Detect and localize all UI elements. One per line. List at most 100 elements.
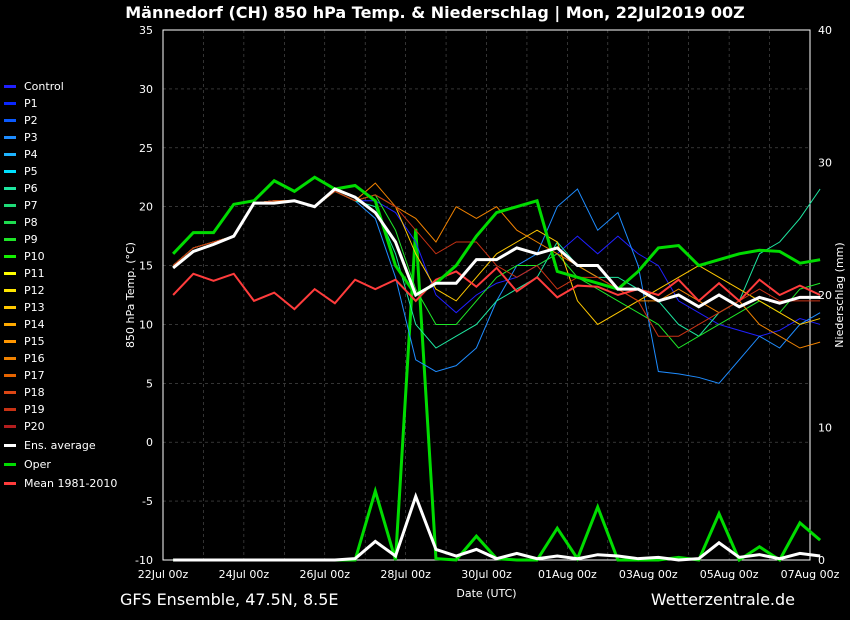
legend-item: Mean 1981-2010 <box>4 475 117 492</box>
legend-item: P16 <box>4 350 117 367</box>
legend-swatch <box>4 463 16 466</box>
legend-label: P10 <box>24 250 45 263</box>
legend-item: P4 <box>4 146 117 163</box>
legend-item: P17 <box>4 367 117 384</box>
legend-item: Ens. average <box>4 437 117 454</box>
legend: Control P1 P2 P3 P4 P5 P6 P7 P8 P9 P10 P11 P12 P13 P14… <box>4 78 117 492</box>
x-tick-label: 26Jul 00z <box>299 568 350 581</box>
legend-item: P8 <box>4 214 117 231</box>
legend-swatch <box>4 391 16 394</box>
legend-item: P14 <box>4 316 117 333</box>
legend-label: P7 <box>24 199 38 212</box>
y-tick-label: -5 <box>142 495 153 508</box>
legend-swatch <box>4 221 16 224</box>
x-tick-label: 01Aug 00z <box>538 568 597 581</box>
legend-label: Oper <box>24 458 51 471</box>
legend-swatch <box>4 374 16 377</box>
legend-label: P17 <box>24 369 45 382</box>
y-tick-label: 20 <box>139 201 153 214</box>
legend-swatch <box>4 170 16 173</box>
legend-label: P19 <box>24 403 45 416</box>
legend-item: Control <box>4 78 117 95</box>
legend-swatch <box>4 306 16 309</box>
model-info: GFS Ensemble, 47.5N, 8.5E <box>120 590 339 609</box>
legend-label: P14 <box>24 318 45 331</box>
y-tick-label: 35 <box>139 24 153 37</box>
precip-line-ens-average <box>173 491 821 562</box>
legend-item: P2 <box>4 112 117 129</box>
temp-line-mean-1981-2010 <box>172 266 821 311</box>
legend-item: P10 <box>4 248 117 265</box>
temp-line-ens-average <box>172 187 821 309</box>
legend-item: Oper <box>4 456 117 473</box>
legend-label: P8 <box>24 216 38 229</box>
legend-swatch <box>4 323 16 326</box>
y2-tick-label: 20 <box>818 289 832 302</box>
legend-item: P19 <box>4 401 117 418</box>
legend-swatch <box>4 136 16 139</box>
legend-item: P6 <box>4 180 117 197</box>
legend-label: P5 <box>24 165 38 178</box>
legend-item: P11 <box>4 265 117 282</box>
legend-label: Control <box>24 80 64 93</box>
legend-swatch <box>4 119 16 122</box>
legend-item: P13 <box>4 299 117 316</box>
legend-label: P6 <box>24 182 38 195</box>
legend-swatch <box>4 425 16 428</box>
legend-item: P7 <box>4 197 117 214</box>
source-credit: Wetterzentrale.de <box>650 590 795 609</box>
legend-item: P5 <box>4 163 117 180</box>
legend-swatch <box>4 482 16 485</box>
y2-tick-label: 40 <box>818 24 832 37</box>
temp-line-oper <box>172 175 821 297</box>
legend-item: P15 <box>4 333 117 350</box>
legend-label: P4 <box>24 148 38 161</box>
legend-label: P13 <box>24 301 45 314</box>
legend-swatch <box>4 340 16 343</box>
y-tick-label: 15 <box>139 260 153 273</box>
plot-frame <box>162 29 811 561</box>
y2-tick-label: 30 <box>818 157 832 170</box>
legend-swatch <box>4 255 16 258</box>
y-tick-label: 0 <box>146 436 153 449</box>
legend-swatch <box>4 85 16 88</box>
legend-swatch <box>4 289 16 292</box>
legend-item: P12 <box>4 282 117 299</box>
y-tick-label: 10 <box>139 318 153 331</box>
legend-item: P18 <box>4 384 117 401</box>
y-axis-label: 850 hPa Temp. (°C) <box>124 242 137 348</box>
legend-swatch <box>4 357 16 360</box>
legend-swatch <box>4 187 16 190</box>
x-tick-label: 22Jul 00z <box>138 568 189 581</box>
legend-swatch <box>4 238 16 241</box>
legend-swatch <box>4 408 16 411</box>
x-tick-label: 05Aug 00z <box>700 568 759 581</box>
x-tick-label: 07Aug 00z <box>781 568 840 581</box>
legend-label: P15 <box>24 335 45 348</box>
y2-tick-label: 0 <box>818 554 825 567</box>
legend-label: P11 <box>24 267 45 280</box>
legend-label: P3 <box>24 131 38 144</box>
y-tick-label: 5 <box>146 377 153 390</box>
legend-label: Mean 1981-2010 <box>24 477 118 490</box>
x-tick-label: 24Jul 00z <box>219 568 270 581</box>
x-tick-label: 30Jul 00z <box>461 568 512 581</box>
legend-swatch <box>4 102 16 105</box>
y2-tick-label: 10 <box>818 422 832 435</box>
legend-swatch <box>4 204 16 207</box>
legend-label: P20 <box>24 420 45 433</box>
temp-line-p19 <box>172 190 821 337</box>
legend-item: P9 <box>4 231 117 248</box>
legend-label: P16 <box>24 352 45 365</box>
precip-line-oper <box>173 228 822 563</box>
legend-item: P1 <box>4 95 117 112</box>
legend-swatch <box>4 272 16 275</box>
legend-label: P18 <box>24 386 45 399</box>
legend-label: Ens. average <box>24 439 96 452</box>
legend-label: P9 <box>24 233 38 246</box>
legend-label: P2 <box>24 114 38 127</box>
chart-title: Männedorf (CH) 850 hPa Temp. & Niedersch… <box>125 3 745 22</box>
legend-swatch <box>4 153 16 156</box>
x-axis-label: Date (UTC) <box>456 587 516 600</box>
